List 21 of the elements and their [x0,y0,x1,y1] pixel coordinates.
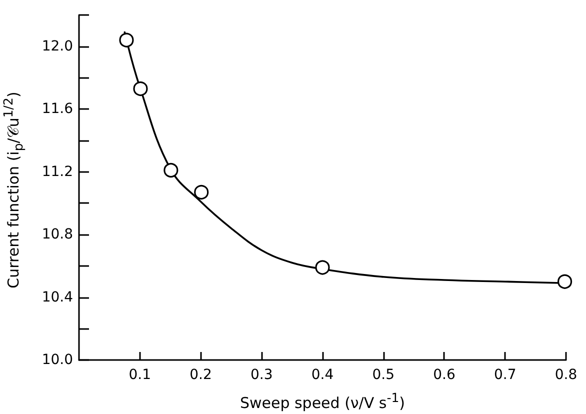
y-tick-label: 10.4 [42,289,74,306]
x-tick-label: 0.6 [433,367,456,383]
point [557,274,572,289]
point [119,32,134,48]
y-tick-label: 10.8 [42,226,73,243]
y-tick-label: 11.6 [42,101,74,118]
x-tick-label: 0.5 [372,367,395,383]
x-tick-label: 0.3 [250,367,273,383]
x-tick-label: 0.1 [128,367,152,383]
y-tick-label: 10.0 [42,352,73,368]
point [315,260,330,275]
y-tick-label: 12.0 [42,38,73,54]
point [133,81,148,96]
x-axis-title: Sweep speed (ν/V s$^{-1}$) [238,390,406,412]
x-tick-label: 0.4 [311,367,334,383]
x-tick-label: 0.7 [494,367,516,383]
point [164,162,178,178]
point [194,184,209,200]
y-tick-label: 11.2 [42,164,73,180]
x-tick-label: 0.8 [554,367,578,383]
x-tick-label: 0.2 [190,367,212,383]
